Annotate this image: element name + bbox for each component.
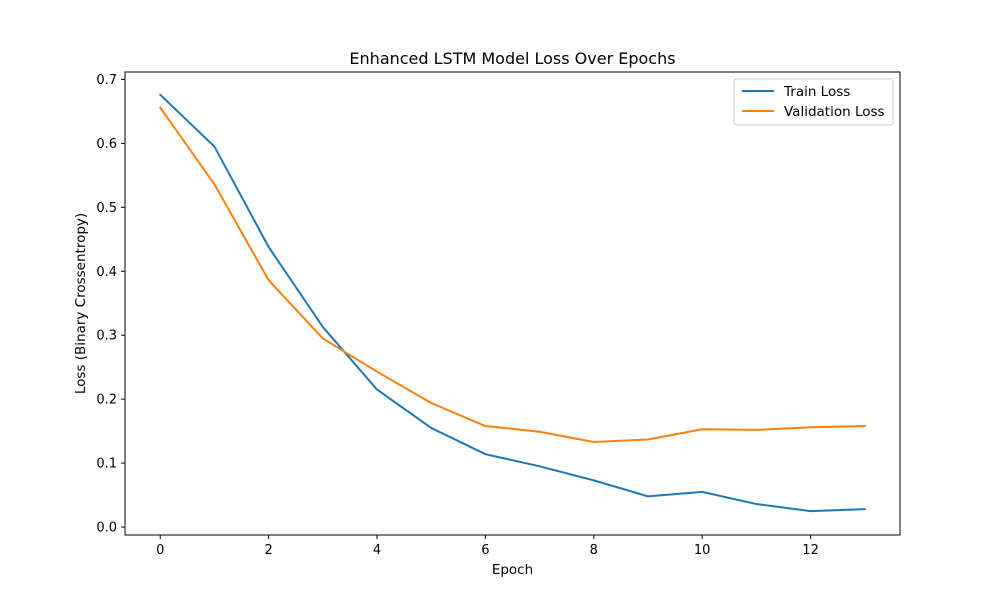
series-line-train-loss xyxy=(158,93,866,513)
y-tick-label: 0.4 xyxy=(96,265,117,280)
x-tick-label: 12 xyxy=(802,543,819,558)
y-axis-label: Loss (Binary Crossentropy) xyxy=(73,213,89,394)
x-tick-label: 6 xyxy=(481,543,489,558)
axes-spines xyxy=(124,71,901,536)
y-tick-label: 0.5 xyxy=(96,201,117,216)
legend-label-validation-loss: Validation Loss xyxy=(784,104,885,120)
plot-area xyxy=(125,72,900,535)
x-axis-label: Epoch xyxy=(492,562,533,578)
y-tick-label: 0.1 xyxy=(96,457,117,472)
y-axis-ticks: 0.0 0.1 0.2 0.3 0.4 0.5 0.6 0.7 xyxy=(96,73,125,536)
legend: Train Loss Validation Loss xyxy=(733,78,894,126)
y-tick-label: 0.2 xyxy=(96,393,117,408)
x-tick-label: 8 xyxy=(590,543,598,558)
y-tick-label: 0.7 xyxy=(96,73,117,88)
series-layer xyxy=(158,93,866,513)
x-tick-label: 0 xyxy=(156,543,164,558)
legend-label-train-loss: Train Loss xyxy=(783,84,850,100)
series-line-validation-loss xyxy=(158,106,866,444)
y-tick-label: 0.3 xyxy=(96,329,117,344)
y-tick-label: 0.0 xyxy=(96,521,117,536)
x-tick-label: 4 xyxy=(373,543,381,558)
x-axis-ticks: 0 2 4 6 8 10 12 xyxy=(156,535,819,558)
axes-frame xyxy=(124,71,901,536)
x-tick-label: 10 xyxy=(694,543,711,558)
x-tick-label: 2 xyxy=(264,543,272,558)
chart-title: Enhanced LSTM Model Loss Over Epochs xyxy=(349,49,675,68)
y-tick-label: 0.6 xyxy=(96,137,117,152)
